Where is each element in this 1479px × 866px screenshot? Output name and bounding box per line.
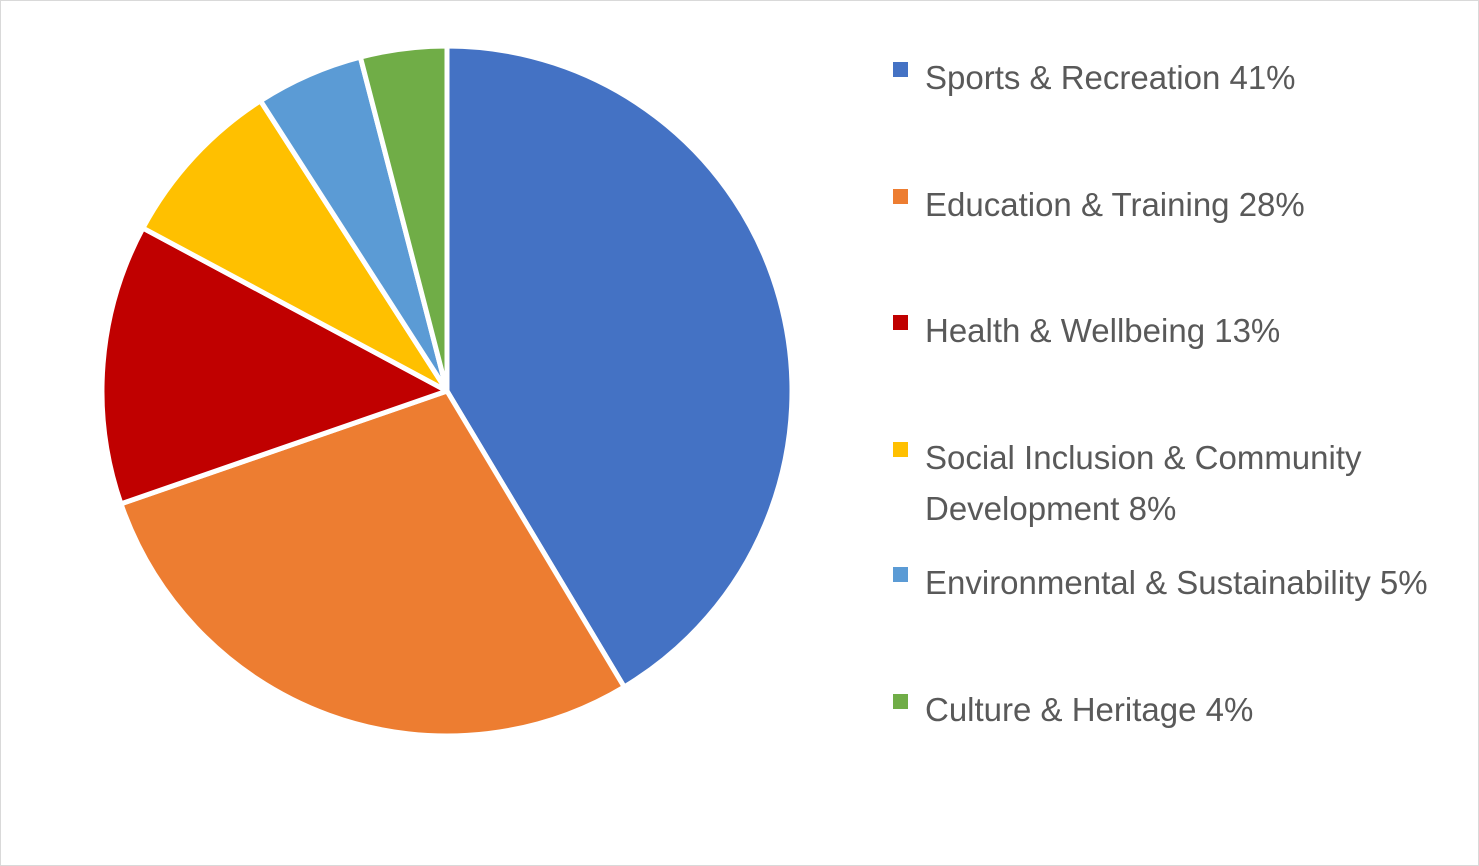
- legend: Sports & Recreation 41% Education & Trai…: [893, 0, 1453, 864]
- legend-label-sports-recreation: Sports & Recreation 41%: [925, 59, 1296, 96]
- pie-slice-education-training: [118, 388, 627, 739]
- pie-chart: [99, 43, 795, 739]
- pie-slice-culture-heritage: [357, 43, 450, 394]
- legend-swatch-sports-recreation: [893, 62, 908, 77]
- pie-slice-social-inclusion-community-development: [140, 98, 450, 394]
- legend-swatch-education-training: [893, 189, 908, 204]
- legend-swatch-culture-heritage: [893, 694, 908, 709]
- legend-swatch-environmental: [893, 567, 908, 582]
- legend-label-culture-heritage: Culture & Heritage 4%: [925, 691, 1254, 728]
- pie-slices: [99, 43, 795, 739]
- legend-label-education-training: Education & Training 28%: [925, 186, 1305, 223]
- legend-label-environmental: Environmental & Sustainability 5%: [925, 564, 1428, 601]
- legend-swatch-health-wellbeing: [893, 315, 908, 330]
- legend-swatch-social-inclusion: [893, 442, 908, 457]
- pie-slice-health-wellbeing: [99, 225, 450, 507]
- pie-slice-sports-recreation: [444, 43, 795, 690]
- legend-label-social-inclusion: Social Inclusion & Community Development…: [925, 439, 1362, 527]
- legend-label-health-wellbeing: Health & Wellbeing 13%: [925, 312, 1281, 349]
